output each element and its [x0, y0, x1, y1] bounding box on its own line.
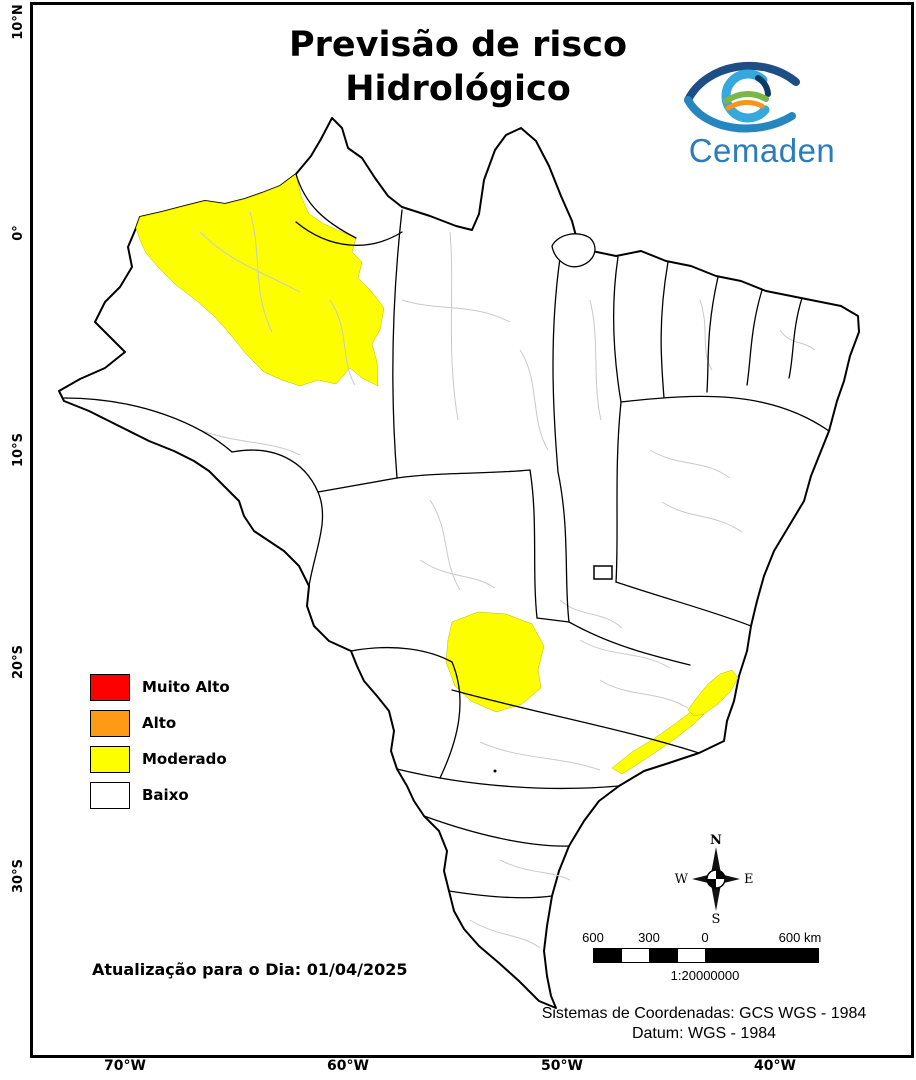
- risk-region-moderado-central: [445, 611, 545, 713]
- mesoregion-boundaries: [199, 231, 816, 949]
- scale-bar-segment: [594, 949, 622, 962]
- scale-label-0: 0: [701, 930, 709, 945]
- cemaden-logo-icon: [684, 61, 800, 133]
- projection-line1: Sistemas de Coordenadas: GCS WGS - 1984: [541, 1005, 867, 1022]
- lon-label-60w: 60°W: [327, 1058, 369, 1074]
- marajo-island: [551, 233, 596, 268]
- scale-bar-segment: [678, 949, 706, 962]
- map-title-line1: Previsão de risco: [288, 25, 627, 65]
- cemaden-logo-wordmark: Cemaden: [688, 132, 836, 169]
- state-boundaries: [63, 173, 830, 899]
- legend-swatch-alto: [90, 710, 130, 737]
- compass-w-label: W: [675, 872, 689, 887]
- compass-n-label: N: [710, 833, 722, 848]
- scale-label-600-left: 600: [582, 930, 604, 945]
- compass-e-label: E: [744, 872, 754, 887]
- scale-bar: [593, 948, 819, 963]
- scale-bar-segment: [650, 949, 678, 962]
- compass-s-label: S: [712, 912, 721, 927]
- compass-rose: N S W E: [675, 833, 754, 927]
- mesoregion-boundaries-overlay: [199, 211, 356, 386]
- legend-label-baixo: Baixo: [142, 786, 189, 804]
- risk-region-moderado-northwest: [135, 173, 385, 387]
- scale-ratio: 1:20000000: [670, 968, 740, 983]
- small-point-marker: [493, 769, 497, 773]
- legend-swatch-baixo: [90, 782, 130, 809]
- projection-line2: Datum: WGS - 1984: [631, 1025, 777, 1042]
- legend-swatch-moderado: [90, 746, 130, 773]
- lon-label-70w: 70°W: [104, 1058, 146, 1074]
- risk-regions-moderado: [135, 173, 739, 775]
- scale-bar-segment: [622, 949, 650, 962]
- scale-label-300: 300: [638, 930, 660, 945]
- distrito-federal-outline: [593, 565, 613, 580]
- legend-swatch-muito-alto: [90, 674, 130, 701]
- map-title-line2: Hidrológico: [345, 69, 571, 109]
- scale-bar-segment: [706, 949, 818, 962]
- legend-label-muito-alto: Muito Alto: [142, 678, 230, 696]
- map-frame: [30, 2, 914, 1058]
- lon-label-50w: 50°W: [541, 1058, 583, 1074]
- risk-region-moderado-coast-rj: [687, 669, 739, 717]
- scale-label-600-km: 600 km: [778, 930, 822, 945]
- legend-label-moderado: Moderado: [142, 750, 227, 768]
- legend-label-alto: Alto: [142, 714, 177, 732]
- update-date-note: Atualização para o Dia: 01/04/2025: [92, 960, 408, 979]
- lon-label-40w: 40°W: [754, 1058, 796, 1074]
